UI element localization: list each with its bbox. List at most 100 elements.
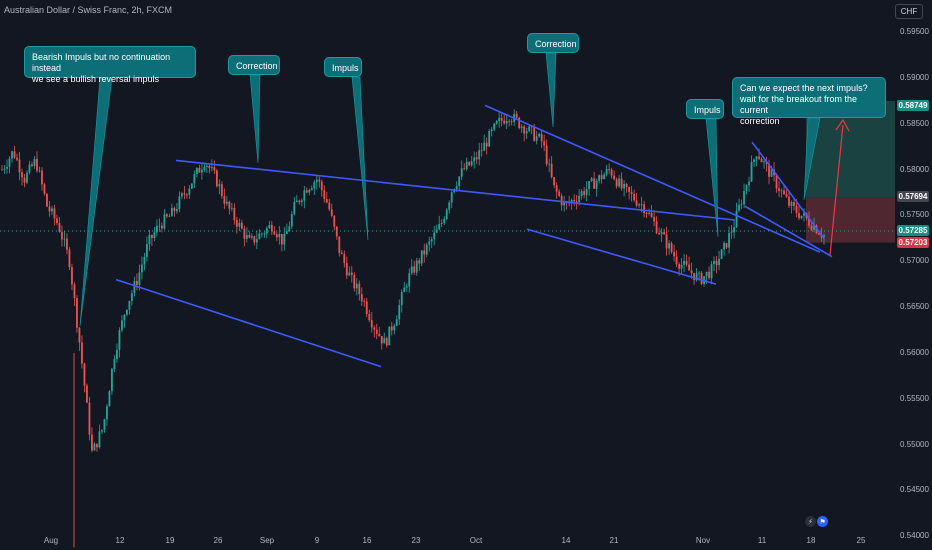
callout-correction-2[interactable]: Correction bbox=[527, 33, 579, 53]
candle-body bbox=[278, 233, 281, 238]
impuls-1-pointer bbox=[351, 76, 369, 241]
candle-body bbox=[680, 264, 683, 269]
projection-arrow-shaft bbox=[829, 124, 844, 256]
candle-body bbox=[778, 188, 780, 192]
candle-body bbox=[56, 218, 58, 224]
candle-body bbox=[585, 189, 588, 195]
callout-bearish-impuls[interactable]: Bearish Impuls but no continuation inste… bbox=[24, 46, 196, 84]
candle-body bbox=[748, 181, 750, 186]
candle-body bbox=[38, 170, 41, 172]
candle-body bbox=[53, 208, 56, 219]
candle-body bbox=[83, 363, 86, 386]
candle-body bbox=[203, 166, 206, 170]
candle-body bbox=[265, 228, 268, 234]
candle-body bbox=[128, 300, 131, 310]
candle-body bbox=[473, 157, 476, 162]
trendline-4[interactable] bbox=[526, 228, 717, 285]
candle-body bbox=[133, 280, 136, 294]
time-tick-label: 18 bbox=[806, 536, 816, 545]
candle-body bbox=[425, 244, 428, 255]
time-tick-label: 23 bbox=[411, 536, 421, 545]
candle-body bbox=[785, 194, 788, 197]
candle-body bbox=[398, 305, 401, 320]
candle-body bbox=[218, 184, 221, 187]
candle-body bbox=[625, 183, 628, 187]
candle-body bbox=[131, 293, 133, 301]
candle-body bbox=[101, 429, 103, 432]
candle-body bbox=[180, 193, 183, 197]
candle-body bbox=[633, 193, 636, 201]
candle-body bbox=[288, 226, 291, 232]
candle-body bbox=[28, 164, 31, 173]
candle-body bbox=[245, 234, 248, 239]
candle-body bbox=[415, 260, 418, 273]
candle-body bbox=[303, 190, 306, 201]
candle-body bbox=[31, 164, 33, 166]
candle-body bbox=[655, 221, 658, 234]
candle-body bbox=[575, 201, 578, 203]
candle-body bbox=[238, 222, 241, 227]
flag-icon[interactable]: ⚑ bbox=[817, 516, 828, 527]
time-tick-label: Oct bbox=[469, 536, 483, 545]
candle-body bbox=[395, 319, 398, 326]
candle-body bbox=[330, 209, 333, 216]
candle-body bbox=[718, 258, 720, 266]
candle-body bbox=[106, 406, 108, 420]
candle-body bbox=[58, 223, 61, 232]
candle-body bbox=[173, 207, 176, 212]
candle-body bbox=[165, 214, 168, 217]
question-pointer bbox=[803, 117, 821, 201]
candle-body bbox=[583, 191, 586, 195]
candle-body bbox=[725, 243, 728, 248]
candle-body bbox=[660, 232, 663, 235]
callout-next-impuls-question[interactable]: Can we expect the next impuls? wait for … bbox=[732, 77, 886, 126]
entry-price-badge: 0.57694 bbox=[897, 191, 929, 202]
candle-body bbox=[653, 217, 656, 222]
candle-body bbox=[348, 272, 351, 276]
candle-body bbox=[21, 172, 23, 178]
candle-body bbox=[103, 419, 106, 430]
price-tick-label: 0.54500 bbox=[900, 485, 929, 495]
candle-body bbox=[373, 327, 376, 330]
candle-body bbox=[693, 273, 695, 281]
candle-body bbox=[715, 260, 718, 266]
time-tick-label: 21 bbox=[609, 536, 619, 545]
lightning-icon[interactable]: ⚡ bbox=[805, 516, 816, 527]
trendline-2[interactable] bbox=[115, 278, 382, 368]
trendline-3[interactable] bbox=[484, 104, 821, 253]
candle-body bbox=[223, 196, 226, 204]
candle-body bbox=[235, 220, 238, 227]
candle-body bbox=[495, 121, 498, 124]
candle-body bbox=[325, 199, 328, 203]
candle-body bbox=[23, 177, 26, 183]
candle-body bbox=[688, 264, 690, 271]
candle-body bbox=[328, 202, 331, 210]
price-tick-label: 0.59500 bbox=[900, 27, 929, 37]
candle-body bbox=[713, 260, 715, 264]
candle-body bbox=[613, 175, 616, 180]
candle-body bbox=[151, 234, 153, 238]
candle-body bbox=[255, 239, 258, 243]
candle-body bbox=[448, 202, 451, 210]
candle-body bbox=[600, 175, 603, 180]
callout-impuls-1[interactable]: Impuls bbox=[324, 57, 362, 77]
candle-body bbox=[468, 161, 471, 166]
candle-body bbox=[81, 342, 83, 364]
candle-body bbox=[183, 193, 186, 195]
candle-body bbox=[116, 349, 118, 360]
candle-body bbox=[818, 233, 820, 235]
price-tick-label: 0.59000 bbox=[900, 72, 929, 82]
trendline-5[interactable] bbox=[751, 141, 825, 239]
candle-body bbox=[126, 309, 128, 315]
candle-body bbox=[68, 249, 71, 268]
candle-body bbox=[13, 151, 16, 158]
currency-button[interactable]: CHF bbox=[895, 4, 923, 19]
callout-impuls-2[interactable]: Impuls bbox=[686, 99, 724, 119]
candle-body bbox=[595, 180, 598, 189]
trendline-1[interactable] bbox=[175, 159, 736, 221]
candle-body bbox=[343, 254, 346, 264]
candle-body bbox=[36, 159, 38, 171]
callout-correction-1[interactable]: Correction bbox=[228, 55, 280, 75]
candle-body bbox=[753, 159, 755, 162]
